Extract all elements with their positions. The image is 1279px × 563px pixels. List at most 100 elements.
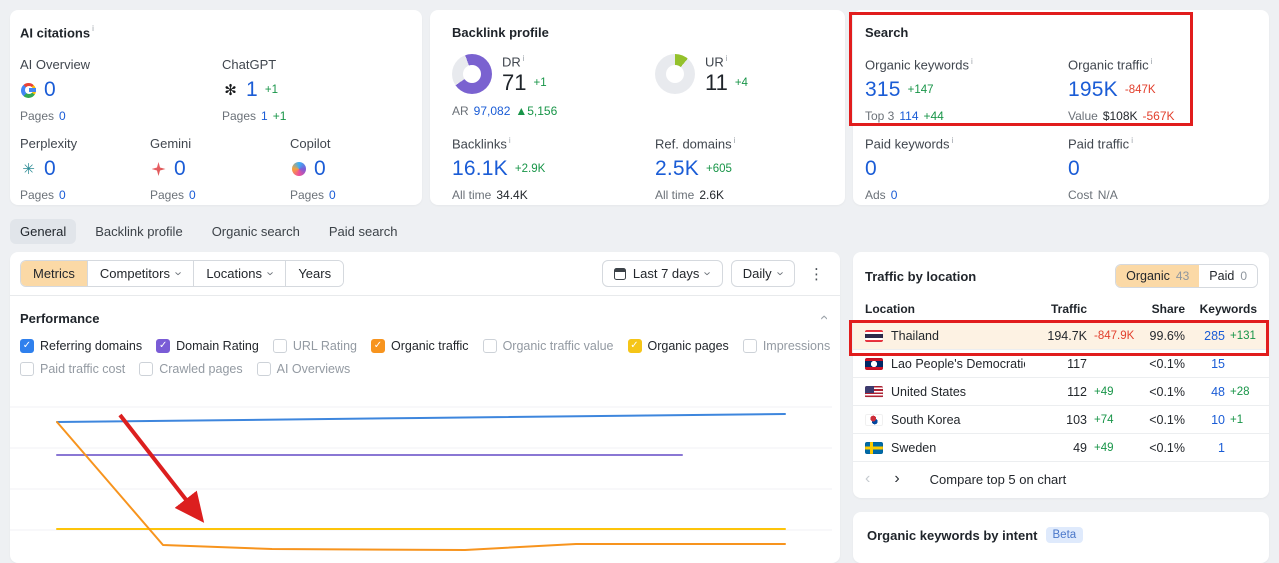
table-row-united-states[interactable]: United States 112 +49 <0.1% 48 +28: [853, 378, 1269, 406]
keywords-link[interactable]: 48: [1211, 384, 1225, 399]
keywords-link[interactable]: 15: [1211, 356, 1225, 371]
table-row-laos[interactable]: Lao People's Democratic Rep 117 <0.1% 15: [853, 350, 1269, 378]
info-icon: i: [971, 57, 973, 66]
info-icon: i: [92, 24, 94, 33]
metric-paid-keywords: Paid keywords i 0 Ads 0: [865, 136, 954, 203]
checkbox-icon: ✓: [156, 339, 171, 353]
keywords-link[interactable]: 1: [1218, 440, 1225, 455]
ahrefs-rank-value[interactable]: 97,082: [473, 104, 511, 119]
checkbox-icon: [742, 339, 757, 353]
keywords-link[interactable]: 10: [1211, 412, 1225, 427]
previous-page-button[interactable]: ‹: [865, 470, 871, 487]
checkbox-icon: [256, 362, 271, 376]
ref-domains-count[interactable]: 2.5K: [655, 157, 699, 181]
keywords-link[interactable]: 285: [1204, 328, 1225, 343]
chatgpt-pages[interactable]: 1: [261, 109, 268, 123]
ai-overview-count[interactable]: 0: [44, 78, 56, 101]
chevron-down-icon: ›: [701, 271, 717, 276]
checkbox-icon: [20, 362, 34, 376]
gemini-count[interactable]: 0: [174, 157, 186, 180]
chevron-down-icon: ›: [171, 271, 187, 276]
info-icon: i: [951, 136, 954, 145]
organic-traffic-count[interactable]: 195K: [1068, 78, 1118, 102]
paid-keywords-count[interactable]: 0: [865, 157, 877, 181]
next-page-button[interactable]: ›: [894, 470, 900, 487]
toggle-paid[interactable]: Paid 0: [1199, 265, 1257, 287]
checkbox-url-rating[interactable]: URL Rating: [272, 339, 357, 353]
table-header: Location Traffic Share Keywords: [853, 296, 1269, 322]
perplexity-icon: ✳: [22, 160, 35, 178]
toggle-organic[interactable]: Organic 43: [1116, 265, 1200, 287]
checkbox-crawled-pages[interactable]: Crawled pages: [139, 362, 243, 376]
copilot-pages[interactable]: 0: [329, 188, 336, 202]
tab-organic-search[interactable]: Organic search: [211, 224, 300, 239]
backlinks-count[interactable]: 16.1K: [452, 157, 508, 181]
years-button[interactable]: Years: [285, 261, 344, 286]
date-range-dropdown[interactable]: Last 7 days ›: [601, 260, 723, 287]
more-options-button[interactable]: ⋮: [809, 265, 824, 283]
top3-count[interactable]: 114: [899, 109, 919, 124]
checkbox-impressions[interactable]: Impressions: [742, 339, 830, 353]
metric-organic-keywords: Organic keywords i 315 +147 Top 3 114 +44: [865, 57, 973, 124]
traffic-by-location-card: Traffic by location Organic 43 Paid 0 Loca…: [849, 252, 1269, 498]
granularity-dropdown[interactable]: Daily ›: [730, 260, 795, 287]
table-row-thailand[interactable]: Thailand 194.7K -847.9K 99.6% 285 +131: [853, 322, 1269, 350]
tab-general[interactable]: General: [10, 219, 77, 244]
chevron-down-icon: ›: [773, 271, 789, 276]
ai-citations-title: AI citations i: [20, 24, 94, 41]
checkbox-icon: [272, 339, 287, 353]
competitors-dropdown[interactable]: Competitors ›: [86, 261, 194, 286]
keywords-by-intent-title: Organic keywords by intent: [867, 527, 1038, 543]
paid-traffic-count[interactable]: 0: [1068, 157, 1080, 181]
info-icon: i: [733, 136, 736, 145]
ads-count[interactable]: 0: [890, 188, 898, 203]
search-card: Search Organic keywords i 315 +147 Top 3 11…: [849, 10, 1269, 205]
info-icon: i: [1131, 136, 1133, 145]
checkbox-icon: [139, 362, 154, 376]
copilot-icon: [290, 161, 307, 178]
checkbox-paid-traffic-cost[interactable]: Paid traffic cost: [20, 362, 125, 376]
checkbox-ai-overviews[interactable]: AI Overviews: [256, 362, 350, 376]
backlink-profile-card: Backlink profile DR i 71 +1 AR 97,082 ▲5,156…: [430, 10, 845, 205]
perplexity-count[interactable]: 0: [44, 157, 56, 180]
compare-top5-link[interactable]: Compare top 5 on chart: [929, 471, 1067, 487]
tab-backlink-profile[interactable]: Backlink profile: [95, 224, 183, 239]
traffic-by-location-title: Traffic by location: [865, 268, 977, 284]
metric-checkbox-row-2: Paid traffic cost Crawled pages AI Overv…: [10, 362, 840, 376]
checkbox-organic-pages[interactable]: ✓ Organic pages: [627, 339, 729, 353]
keywords-by-intent-card: Organic keywords by intent Beta: [853, 512, 1269, 563]
performance-chart[interactable]: [10, 378, 840, 563]
chatgpt-count[interactable]: 1: [246, 78, 258, 101]
table-footer: ‹ › Compare top 5 on chart: [853, 461, 1269, 496]
calendar-icon: [613, 267, 626, 280]
info-icon: i: [1150, 57, 1153, 66]
checkbox-organic-traffic-value[interactable]: Organic traffic value: [482, 339, 614, 353]
organic-keywords-count[interactable]: 315: [865, 78, 901, 102]
metric-checkbox-row-1: ✓ Referring domains ✓ Domain Rating URL Ra…: [10, 339, 840, 353]
flag-united-states-icon: [865, 385, 883, 398]
ai-overview-pages[interactable]: 0: [59, 109, 66, 123]
flag-thailand-icon: [865, 329, 883, 342]
metrics-button[interactable]: Metrics: [21, 261, 87, 286]
checkbox-domain-rating[interactable]: ✓ Domain Rating: [156, 339, 259, 353]
metric-url-rating: UR i 11 +4: [655, 54, 748, 96]
backlink-profile-title: Backlink profile: [452, 25, 549, 40]
locations-dropdown[interactable]: Locations ›: [193, 261, 286, 286]
metric-copilot: Copilot 0 Pages 0: [290, 136, 336, 202]
checkbox-organic-traffic[interactable]: ✓ Organic traffic: [370, 339, 469, 353]
perplexity-pages[interactable]: 0: [59, 188, 66, 202]
metric-gemini: Gemini 0 Pages 0: [150, 136, 196, 202]
collapse-section-icon[interactable]: ›: [815, 315, 832, 320]
metric-organic-traffic: Organic traffic i 195K -847K Value $108K -56…: [1068, 57, 1175, 124]
organic-paid-toggle: Organic 43 Paid 0: [1115, 264, 1258, 288]
checkbox-referring-domains[interactable]: ✓ Referring domains: [20, 339, 142, 353]
gemini-pages[interactable]: 0: [189, 188, 196, 202]
table-row-sweden[interactable]: Sweden 49 +49 <0.1% 1: [853, 434, 1269, 462]
chevron-down-icon: ›: [263, 271, 279, 276]
tab-paid-search[interactable]: Paid search: [328, 224, 398, 239]
table-row-south-korea[interactable]: South Korea 103 +74 <0.1% 10 +1: [853, 406, 1269, 434]
gemini-icon: [150, 161, 167, 178]
metric-chatgpt: ChatGPT ✻ 1 +1 Pages 1 +1: [222, 57, 287, 123]
info-icon: i: [725, 54, 728, 63]
copilot-count[interactable]: 0: [314, 157, 326, 180]
